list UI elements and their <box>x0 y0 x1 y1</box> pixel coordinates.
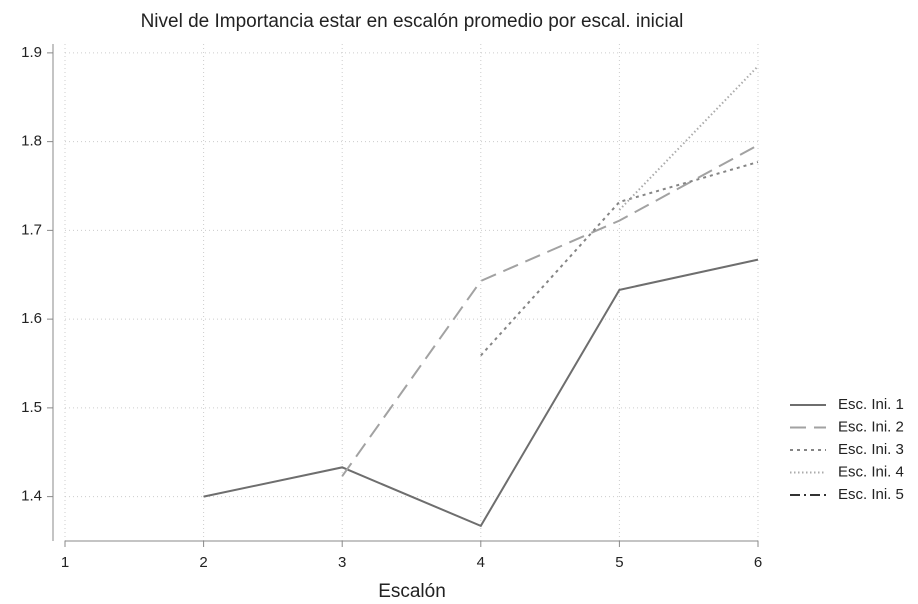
x-axis-title: Escalón <box>378 581 446 602</box>
legend-label: Esc. Ini. 3 <box>838 441 904 458</box>
legend-label: Esc. Ini. 1 <box>838 396 904 413</box>
x-tick-label: 1 <box>61 554 69 571</box>
series-line <box>480 161 759 357</box>
y-tick-label: 1.4 <box>21 488 42 505</box>
legend-label: Esc. Ini. 4 <box>838 463 904 480</box>
x-tick-label: 5 <box>615 554 623 571</box>
x-tick-label: 3 <box>338 554 346 571</box>
chart-title: Nivel de Importancia estar en escalón pr… <box>141 11 684 32</box>
y-tick-label: 1.6 <box>21 310 42 327</box>
legend-label: Esc. Ini. 2 <box>838 418 904 435</box>
x-tick-label: 2 <box>199 554 207 571</box>
y-tick-label: 1.7 <box>21 221 42 238</box>
legend-label: Esc. Ini. 5 <box>838 486 904 503</box>
x-tick-label: 6 <box>754 554 762 571</box>
y-tick-label: 1.9 <box>21 44 42 61</box>
y-tick-label: 1.5 <box>21 399 42 416</box>
y-tick-label: 1.8 <box>21 133 42 150</box>
series-line <box>341 144 759 477</box>
x-tick-label: 4 <box>477 554 485 571</box>
series-line <box>618 65 759 211</box>
series-line <box>203 258 759 528</box>
